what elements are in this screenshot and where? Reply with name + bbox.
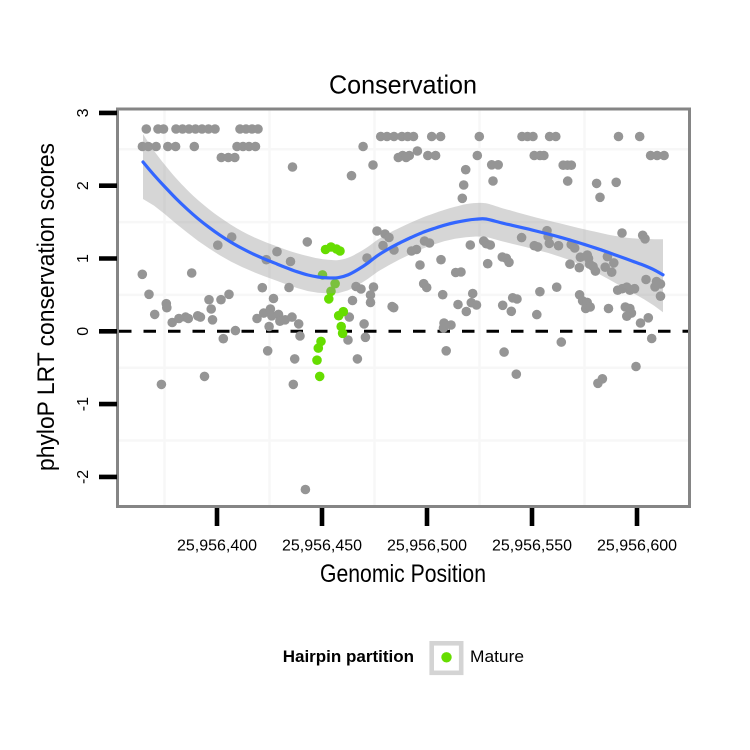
svg-text:25,956,600: 25,956,600 — [597, 537, 677, 554]
svg-text:25,956,550: 25,956,550 — [492, 537, 572, 554]
svg-text:25,956,400: 25,956,400 — [177, 537, 257, 554]
svg-text:2: 2 — [75, 181, 92, 190]
svg-text:25,956,450: 25,956,450 — [282, 537, 362, 554]
svg-text:3: 3 — [75, 108, 92, 117]
svg-text:Conservation: Conservation — [329, 70, 477, 100]
svg-text:-2: -2 — [75, 470, 92, 484]
svg-text:25,956,500: 25,956,500 — [387, 537, 467, 554]
svg-text:phyloP LRT conservation scores: phyloP LRT conservation scores — [33, 143, 60, 471]
svg-text:Genomic Position: Genomic Position — [320, 560, 486, 588]
svg-text:0: 0 — [75, 327, 92, 336]
svg-text:1: 1 — [75, 254, 92, 263]
svg-text:-1: -1 — [75, 397, 92, 411]
svg-text:Hairpin partition: Hairpin partition — [283, 647, 414, 666]
svg-text:Mature: Mature — [470, 647, 524, 666]
